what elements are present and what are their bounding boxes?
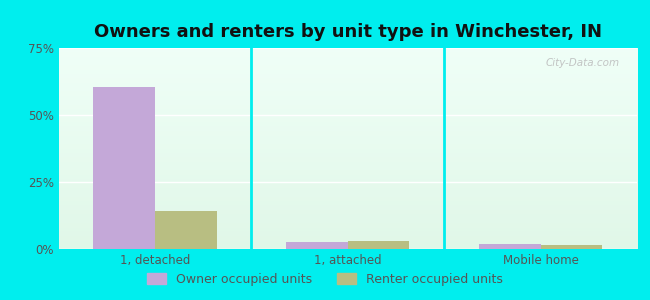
Bar [93,87,155,249]
Title: Owners and renters by unit type in Winchester, IN: Owners and renters by unit type in Winch… [94,23,602,41]
Bar [541,245,603,249]
Bar [348,241,410,249]
Bar [155,212,216,249]
Bar [286,242,348,249]
Bar [479,244,541,249]
Text: City-Data.com: City-Data.com [545,58,619,68]
Legend: Owner occupied units, Renter occupied units: Owner occupied units, Renter occupied un… [142,268,508,291]
